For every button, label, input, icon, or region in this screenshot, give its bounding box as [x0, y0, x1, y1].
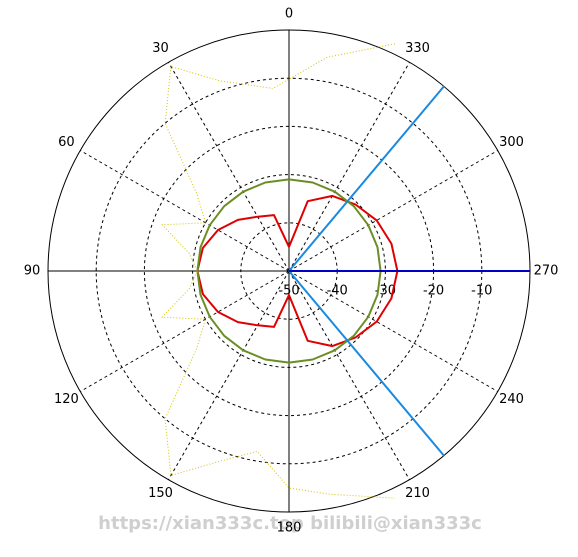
grid-spoke [80, 270, 290, 392]
theta-tick-label: 90 [24, 264, 41, 279]
series-line [288, 85, 445, 272]
grid-spoke [288, 62, 410, 272]
theta-tick-label: 30 [152, 41, 169, 56]
grid-spoke [168, 62, 290, 272]
theta-tick-label: 180 [277, 521, 302, 536]
series-line [196, 178, 382, 364]
theta-tick-label: 210 [405, 486, 430, 501]
grid-spoke [288, 270, 410, 480]
theta-tick-label: 270 [534, 264, 559, 279]
series-line [196, 194, 399, 348]
theta-tick-label: 150 [148, 486, 173, 501]
series-line [161, 43, 395, 499]
r-tick-label: -40 [327, 284, 348, 299]
r-tick-label: -30 [375, 284, 396, 299]
r-tick-label: -20 [423, 284, 444, 299]
theta-tick-label: 120 [54, 392, 79, 407]
theta-tick-label: 240 [499, 392, 524, 407]
theta-tick-label: 300 [499, 135, 524, 150]
grid-spoke [288, 150, 498, 272]
theta-tick-label: 60 [58, 135, 75, 150]
grid-spoke [288, 270, 498, 392]
grid-spoke [80, 150, 290, 272]
theta-tick-label: 330 [405, 41, 430, 56]
r-tick-label: -10 [471, 284, 492, 299]
series-line [288, 270, 445, 457]
theta-tick-label: 0 [285, 7, 293, 22]
grid-spoke [168, 270, 290, 480]
watermark: https://xian333c.top bilibili@xian333c [98, 513, 482, 534]
